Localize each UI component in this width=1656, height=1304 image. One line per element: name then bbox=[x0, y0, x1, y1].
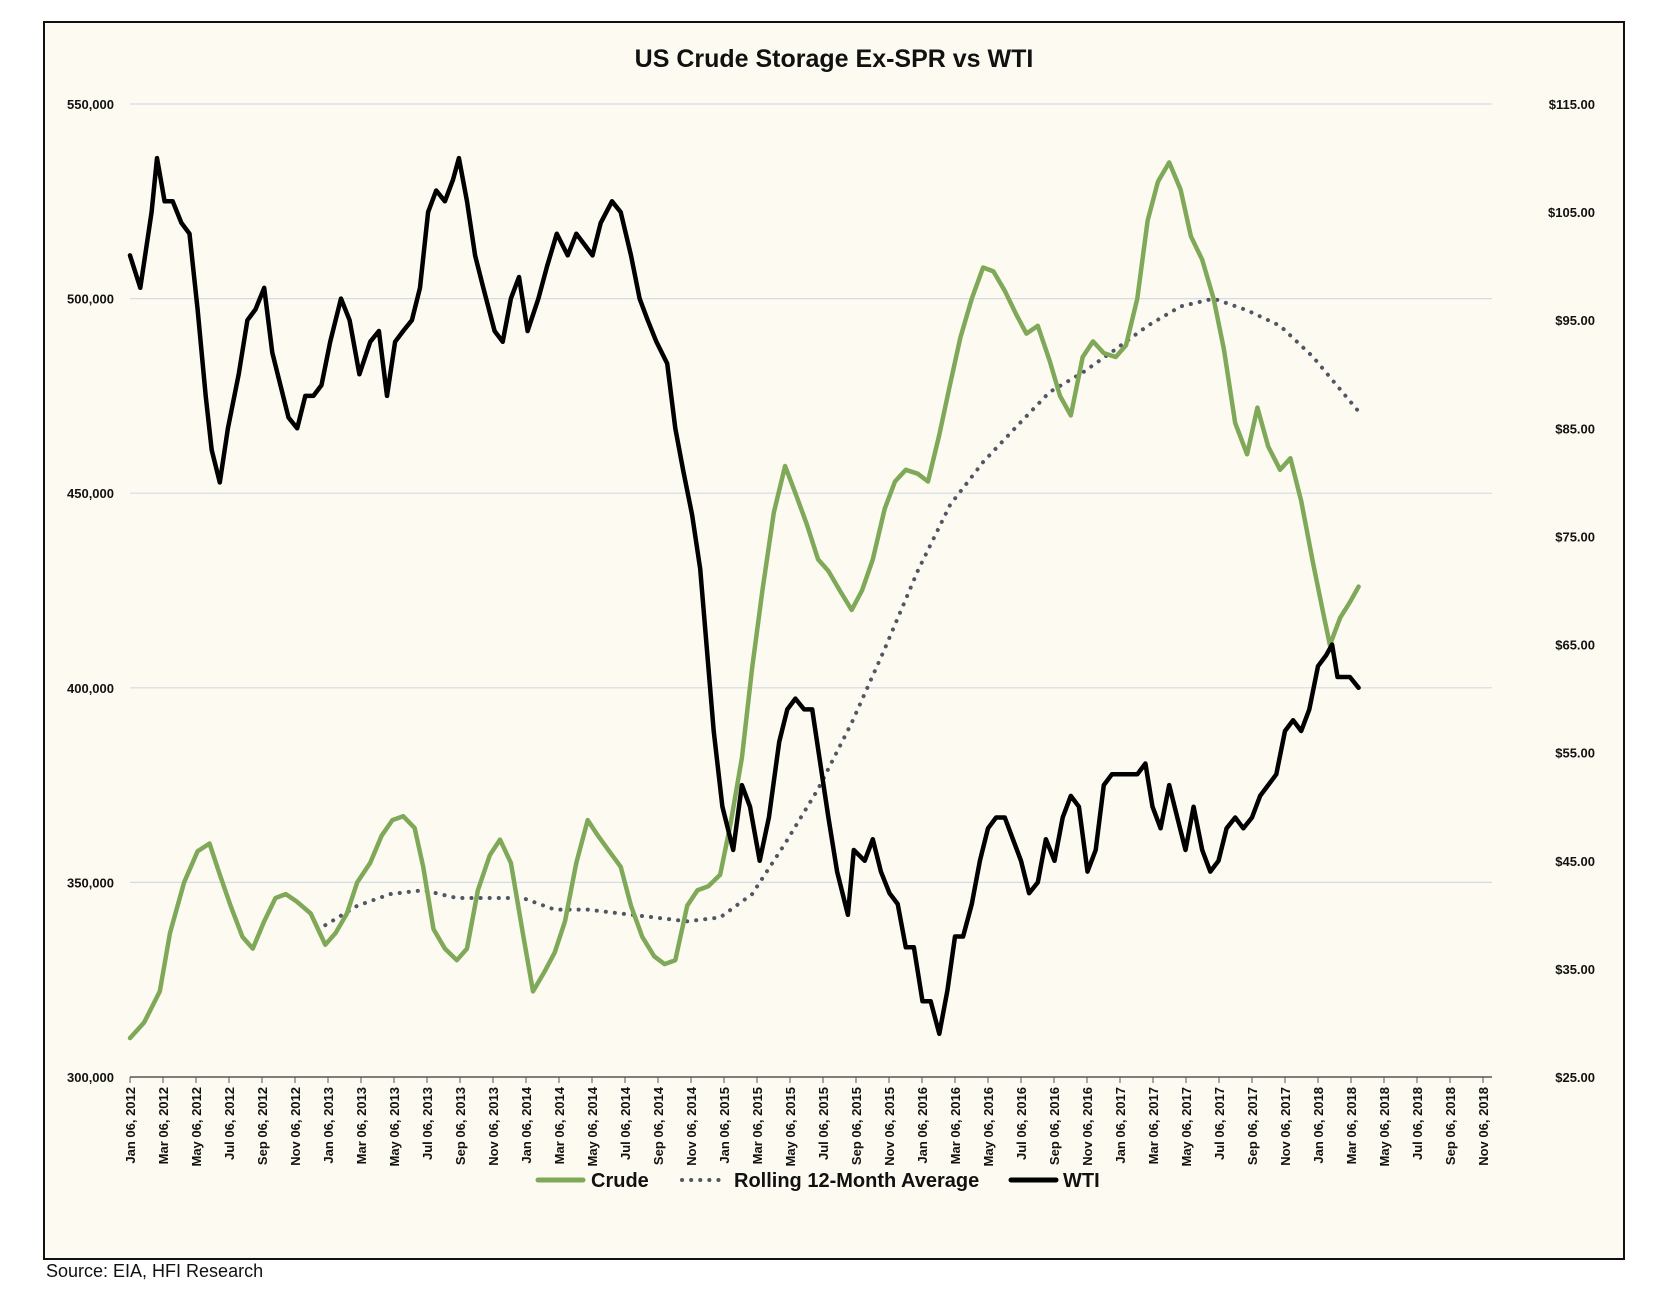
x-tick-label: Jan 06, 2012 bbox=[123, 1087, 138, 1164]
legend: Crude Rolling 12-Month Average WTI bbox=[535, 1170, 1100, 1192]
x-tick-label: Sep 06, 2015 bbox=[849, 1087, 864, 1165]
x-tick-label: Jan 06, 2014 bbox=[519, 1086, 534, 1163]
gridlines bbox=[130, 103, 1492, 884]
x-tick-label: Jul 06, 2015 bbox=[816, 1087, 831, 1160]
series-line-rolling-12-month-average bbox=[323, 296, 1361, 928]
x-tick-label: Nov 06, 2012 bbox=[288, 1087, 303, 1166]
x-tick-label: May 06, 2017 bbox=[1179, 1087, 1194, 1167]
y-right-tick-label: $105.00 bbox=[1548, 205, 1595, 220]
chart-title: US Crude Storage Ex-SPR vs WTI bbox=[635, 45, 1034, 73]
x-tick-label: Mar 06, 2013 bbox=[354, 1087, 369, 1164]
y-right-tick-label: $95.00 bbox=[1555, 313, 1595, 328]
x-tick-label: Nov 06, 2014 bbox=[684, 1086, 699, 1166]
x-tick-label: Mar 06, 2012 bbox=[156, 1087, 171, 1164]
x-tick-label: Sep 06, 2018 bbox=[1443, 1087, 1458, 1165]
x-tick-label: Mar 06, 2016 bbox=[948, 1087, 963, 1164]
x-tick-label: Sep 06, 2016 bbox=[1047, 1087, 1062, 1165]
x-tick-label: Mar 06, 2017 bbox=[1146, 1087, 1161, 1164]
y-left-tick-label: 400,000 bbox=[67, 681, 114, 696]
y-right-tick-label: $115.00 bbox=[1549, 97, 1595, 112]
y-left-tick-label: 450,000 bbox=[67, 486, 114, 501]
x-tick-label: Mar 06, 2014 bbox=[552, 1086, 567, 1164]
y-right-tick-label: $85.00 bbox=[1555, 421, 1595, 436]
x-tick-label: May 06, 2014 bbox=[585, 1086, 600, 1166]
chart-frame bbox=[43, 21, 1625, 1260]
x-tick-label: May 06, 2018 bbox=[1377, 1087, 1392, 1167]
y-right-tick-label: $45.00 bbox=[1555, 854, 1595, 869]
y-right-tick-label: $65.00 bbox=[1555, 638, 1595, 653]
x-tick-label: Sep 06, 2014 bbox=[651, 1086, 666, 1165]
x-tick-label: Sep 06, 2012 bbox=[255, 1087, 270, 1165]
y-left-tick-label: 300,000 bbox=[67, 1070, 114, 1085]
x-tick-label: Jul 06, 2014 bbox=[618, 1086, 633, 1160]
x-tick-label: May 06, 2016 bbox=[981, 1087, 996, 1167]
x-tick-label: Jul 06, 2018 bbox=[1410, 1087, 1425, 1160]
y-right-tick-label: $35.00 bbox=[1555, 962, 1595, 977]
y-right-tick-label: $55.00 bbox=[1555, 746, 1595, 761]
y-left-tick-label: 550,000 bbox=[67, 97, 114, 112]
legend-label: Crude bbox=[591, 1170, 649, 1192]
x-tick-label: May 06, 2012 bbox=[189, 1087, 204, 1167]
y-right-tick-label: $25.00 bbox=[1555, 1070, 1595, 1085]
x-tick-label: Nov 06, 2015 bbox=[882, 1087, 897, 1166]
series-lines bbox=[127, 155, 1361, 1041]
y-axis-right: $25.00 $35.00 $45.00 $55.00 $65.00 $75.00 $85.… bbox=[1548, 97, 1595, 1085]
x-tick-label: Jul 06, 2013 bbox=[420, 1087, 435, 1160]
x-tick-label: Jan 06, 2013 bbox=[321, 1087, 336, 1164]
source-note: Source: EIA, HFI Research bbox=[46, 1261, 264, 1281]
x-tick-label: Jul 06, 2012 bbox=[222, 1087, 237, 1160]
x-tick-label: Nov 06, 2013 bbox=[486, 1087, 501, 1166]
x-tick-label: Nov 06, 2016 bbox=[1080, 1087, 1095, 1166]
legend-label: WTI bbox=[1063, 1170, 1100, 1192]
series-line-wti bbox=[127, 155, 1361, 1037]
x-tick-label: May 06, 2013 bbox=[387, 1087, 402, 1167]
y-left-tick-label: 350,000 bbox=[67, 875, 114, 890]
x-tick-label: May 06, 2015 bbox=[783, 1087, 798, 1167]
x-axis: Jan 06, 2012 Mar 06, 2012 May 06, 2012 Jul … bbox=[123, 1076, 1492, 1167]
legend-label: Rolling 12-Month Average bbox=[734, 1170, 979, 1192]
x-tick-label: Jan 06, 2018 bbox=[1311, 1087, 1326, 1164]
x-tick-label: Sep 06, 2017 bbox=[1245, 1087, 1260, 1165]
x-tick-label: Mar 06, 2018 bbox=[1344, 1087, 1359, 1164]
x-tick-label: Jan 06, 2015 bbox=[717, 1087, 732, 1164]
y-axis-left: 300,000 350,000 400,000 450,000 500,000 550,0… bbox=[67, 97, 114, 1085]
x-tick-label: Sep 06, 2013 bbox=[453, 1087, 468, 1165]
x-tick-label: Nov 06, 2017 bbox=[1278, 1087, 1293, 1166]
x-tick-label: Nov 06, 2018 bbox=[1476, 1087, 1491, 1166]
x-tick-label: Jan 06, 2016 bbox=[915, 1087, 930, 1164]
y-right-tick-label: $75.00 bbox=[1555, 529, 1595, 544]
x-tick-label: Jan 06, 2017 bbox=[1113, 1087, 1128, 1164]
y-left-tick-label: 500,000 bbox=[67, 292, 114, 307]
series-line-crude bbox=[127, 160, 1361, 1041]
x-tick-label: Mar 06, 2015 bbox=[750, 1087, 765, 1164]
x-tick-label: Jul 06, 2016 bbox=[1014, 1087, 1029, 1160]
x-tick-label: Jul 06, 2017 bbox=[1212, 1087, 1227, 1160]
